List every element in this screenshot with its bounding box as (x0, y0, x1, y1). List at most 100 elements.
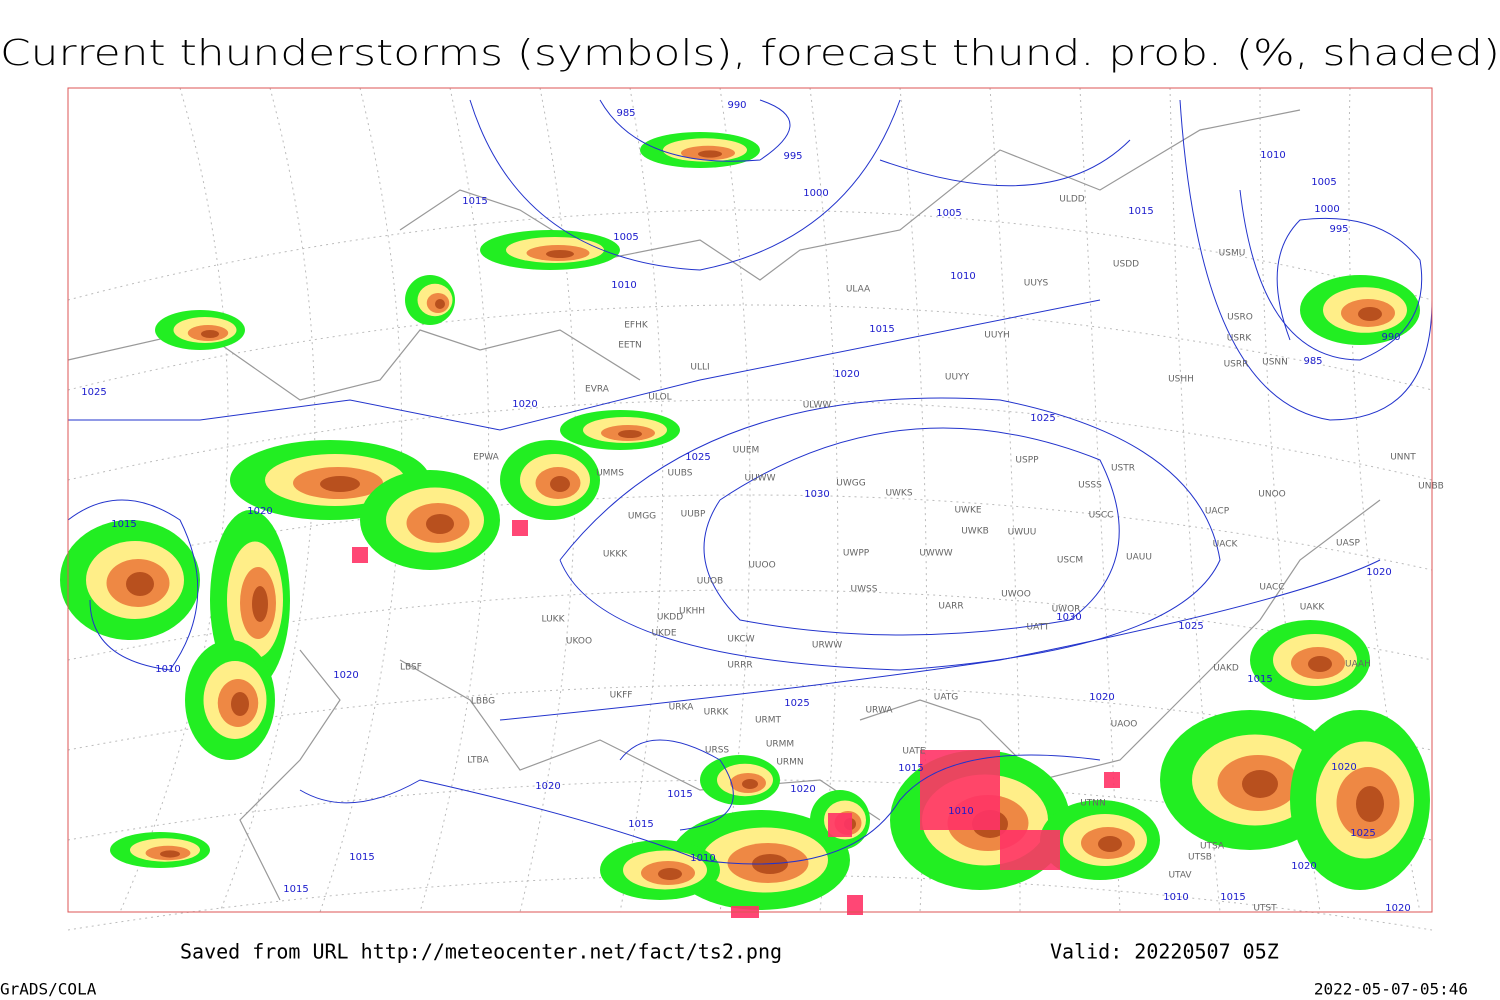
timestamp: 2022-05-07-05:46 (1314, 980, 1468, 999)
prob-shade-top (320, 476, 360, 492)
station-code: URSS (705, 746, 730, 756)
station-code: UWSS (851, 585, 878, 595)
station-code: UKFF (610, 691, 633, 701)
station-code: UARR (938, 602, 963, 612)
station-code: UUYH (984, 331, 1009, 341)
prob-shade-top (550, 476, 570, 492)
station-code: EPWA (473, 453, 500, 463)
station-code: USCC (1089, 511, 1114, 521)
station-code: UAKD (1213, 664, 1239, 674)
isobar-label: 1030 (1056, 612, 1081, 623)
isobar (469, 99, 901, 271)
station-code: EETN (618, 341, 642, 351)
station-code: UUYS (1024, 279, 1049, 289)
prob-shade-top (231, 692, 249, 716)
isobar-label: 1020 (535, 781, 560, 792)
graticule (619, 87, 664, 913)
isobar (299, 754, 1101, 865)
prob-shade-top (160, 850, 180, 858)
isobar-label: 1020 (1291, 861, 1316, 872)
station-code: UUYY (945, 373, 970, 383)
station-code: UATT (1027, 623, 1050, 633)
prob-shade-top (618, 430, 642, 438)
station-code: UUOB (697, 577, 723, 587)
isobar-label: 1020 (512, 399, 537, 410)
isobar-label: 1025 (1178, 621, 1203, 632)
station-code: USSS (1078, 481, 1102, 491)
isobar-label: 1020 (1385, 903, 1410, 914)
isobar (499, 559, 1381, 721)
isobar-label: 1020 (333, 670, 358, 681)
station-code: ULDD (1059, 195, 1085, 205)
station-code: UKHH (679, 607, 705, 617)
isobar-label: 1010 (950, 271, 975, 282)
storm-symbols (352, 547, 368, 563)
station-code: UAKK (1300, 603, 1326, 613)
isobar (879, 139, 1131, 187)
station-code: URWW (812, 641, 842, 651)
prob-shade-top (546, 250, 574, 258)
station-code: UTSB (1188, 853, 1212, 863)
valid-time: Valid: 20220507 05Z (1050, 940, 1279, 964)
software: GrADS/COLA (0, 980, 97, 999)
isobar-label: 1015 (283, 884, 308, 895)
isobar (619, 739, 734, 831)
station-code: USRR (1224, 360, 1249, 370)
station-code: UUBS (668, 469, 693, 479)
coastline (239, 649, 341, 901)
isobar-label: 1015 (869, 324, 894, 335)
isobar (1179, 99, 1433, 421)
isobar-label: 1010 (948, 806, 973, 817)
station-code: EVRA (585, 385, 610, 395)
station-code: URMN (776, 758, 803, 768)
isobar-label: 1020 (790, 784, 815, 795)
station-code: USCM (1057, 556, 1083, 566)
prob-shade-top (201, 330, 219, 338)
prob-shade-top (426, 514, 454, 534)
storm-symbols (920, 750, 1000, 830)
station-code: UKCW (727, 635, 754, 645)
isobar-label: 1005 (1311, 177, 1336, 188)
storm-symbols (1000, 830, 1060, 870)
station-code: EFHK (624, 321, 649, 331)
isobar (599, 99, 791, 162)
station-code: LBBG (471, 697, 495, 707)
station-code: UUWW (745, 474, 776, 484)
isobar-label: 1010 (155, 664, 180, 675)
isobar-label: 995 (783, 151, 802, 162)
prob-shade-top (435, 299, 445, 309)
station-code: USRO (1227, 313, 1253, 323)
station-code: UWKE (954, 506, 981, 516)
isobar-label: 985 (1303, 356, 1322, 367)
station-code: LBSF (400, 663, 422, 673)
isobar-label: 985 (616, 108, 635, 119)
coastline (399, 659, 881, 821)
station-code: UNNT (1390, 453, 1416, 463)
station-code: UAOO (1111, 720, 1138, 730)
storm-symbols (512, 520, 528, 536)
isobar (703, 427, 1120, 636)
isobar-label: 1000 (1314, 204, 1339, 215)
station-code: UKOO (566, 637, 592, 647)
station-code: ULLI (690, 363, 709, 373)
station-code: UWKS (885, 489, 912, 499)
map-frame (67, 87, 1433, 913)
isobar-label: 1025 (685, 452, 710, 463)
graticule (67, 304, 1433, 391)
station-code: UACP (1205, 507, 1230, 517)
isobar-label: 1025 (1350, 828, 1375, 839)
station-code: LTBA (467, 756, 489, 766)
station-code: UATG (934, 693, 959, 703)
coastline (67, 329, 641, 401)
prob-shade-top (1242, 770, 1278, 798)
prob-shade-top (1308, 656, 1332, 672)
graticule (67, 209, 1433, 301)
isobar (67, 499, 199, 671)
station-code: UKDE (651, 629, 676, 639)
station-code: UNBB (1418, 482, 1444, 492)
coastline (859, 499, 1381, 781)
isobar-label: 1005 (936, 208, 961, 219)
station-code: ULWW (803, 401, 832, 411)
station-code: UTSA (1200, 842, 1225, 852)
isobar-label: 1010 (1163, 892, 1188, 903)
